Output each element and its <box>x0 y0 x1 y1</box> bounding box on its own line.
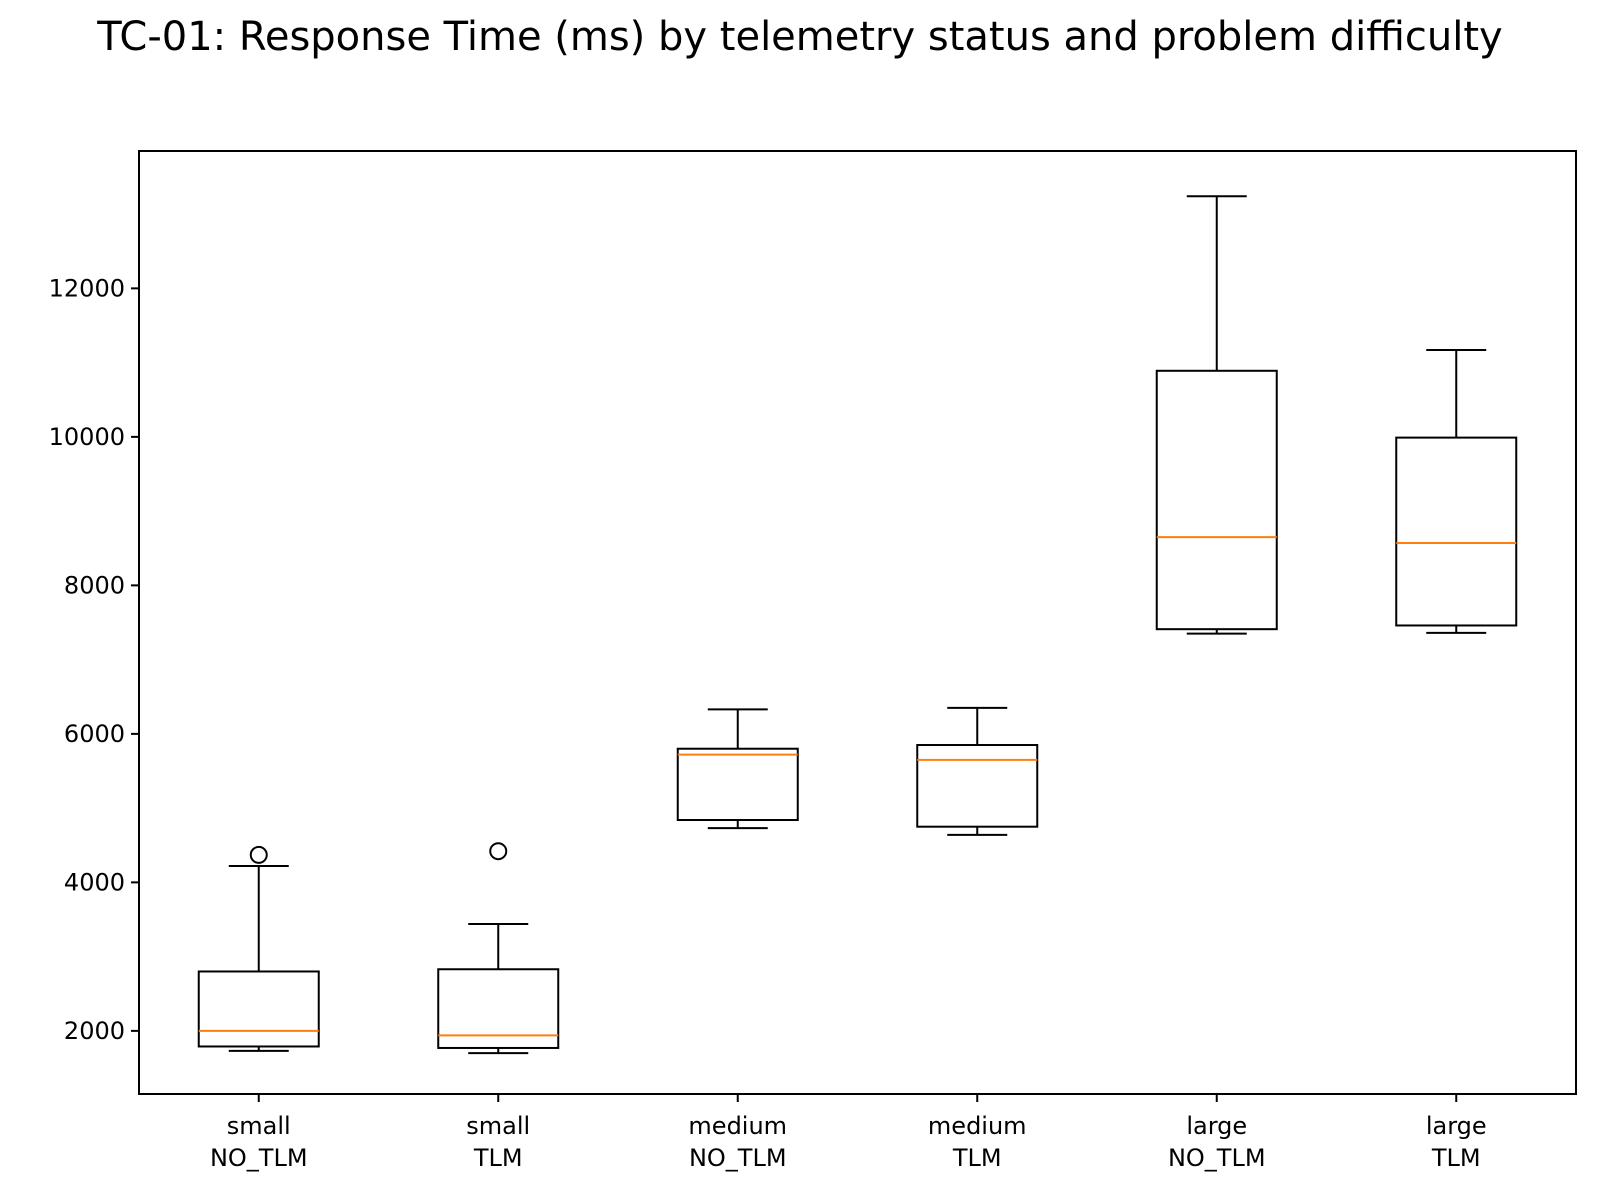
x-tick-label-line: TLM <box>952 1144 1002 1172</box>
outlier-point <box>489 842 508 861</box>
x-tick-label-line: medium <box>928 1112 1027 1140</box>
plot-frame <box>138 150 1577 1095</box>
box-group-0 <box>197 845 320 1052</box>
x-tick-label: large NO_TLM <box>1168 1112 1266 1172</box>
boxes-layer <box>197 195 1518 1055</box>
x-tick-label-line: medium <box>688 1112 787 1140</box>
x-tick-label-line: NO_TLM <box>210 1144 308 1172</box>
iqr-box <box>437 968 560 1049</box>
x-tick-label-line: large <box>1426 1112 1487 1140</box>
x-tick-label-line: NO_TLM <box>689 1144 787 1172</box>
iqr-box <box>916 744 1039 828</box>
x-tick-label: medium TLM <box>928 1112 1027 1172</box>
x-tick-label-line: small <box>466 1112 530 1140</box>
box-group-1 <box>437 842 560 1055</box>
iqr-box <box>1155 369 1278 631</box>
x-tick-label: small TLM <box>466 1112 530 1172</box>
x-tick-label: large TLM <box>1426 1112 1487 1172</box>
y-tick-label: 6000 <box>64 720 125 748</box>
iqr-box <box>1395 436 1518 627</box>
y-tick-label: 12000 <box>49 274 125 302</box>
y-tick-label: 8000 <box>64 571 125 599</box>
chart-title: TC-01: Response Time (ms) by telemetry s… <box>97 14 1503 60</box>
x-tick-label-line: TLM <box>1431 1144 1481 1172</box>
x-tick-label-line: small <box>227 1112 291 1140</box>
x-tick-label: small NO_TLM <box>210 1112 308 1172</box>
y-axis: 2000 4000 6000 8000 10000 12000 <box>49 274 139 1045</box>
box-group-5 <box>1395 348 1518 634</box>
box-group-3 <box>916 706 1039 836</box>
y-tick-label: 2000 <box>64 1017 125 1045</box>
outlier-point <box>249 845 268 864</box>
x-tick-label-line: TLM <box>473 1144 523 1172</box>
iqr-box <box>197 970 320 1048</box>
x-tick-label-line: NO_TLM <box>1168 1144 1266 1172</box>
y-tick-label: 10000 <box>49 423 125 451</box>
iqr-box <box>676 747 799 822</box>
x-tick-label-line: large <box>1186 1112 1247 1140</box>
box-group-4 <box>1155 195 1278 635</box>
x-axis: small NO_TLM small TLM medium NO_TLM medium TLM… <box>210 1094 1487 1172</box>
y-tick-label: 4000 <box>64 868 125 896</box>
x-tick-label: medium NO_TLM <box>688 1112 787 1172</box>
box-group-2 <box>676 708 799 830</box>
